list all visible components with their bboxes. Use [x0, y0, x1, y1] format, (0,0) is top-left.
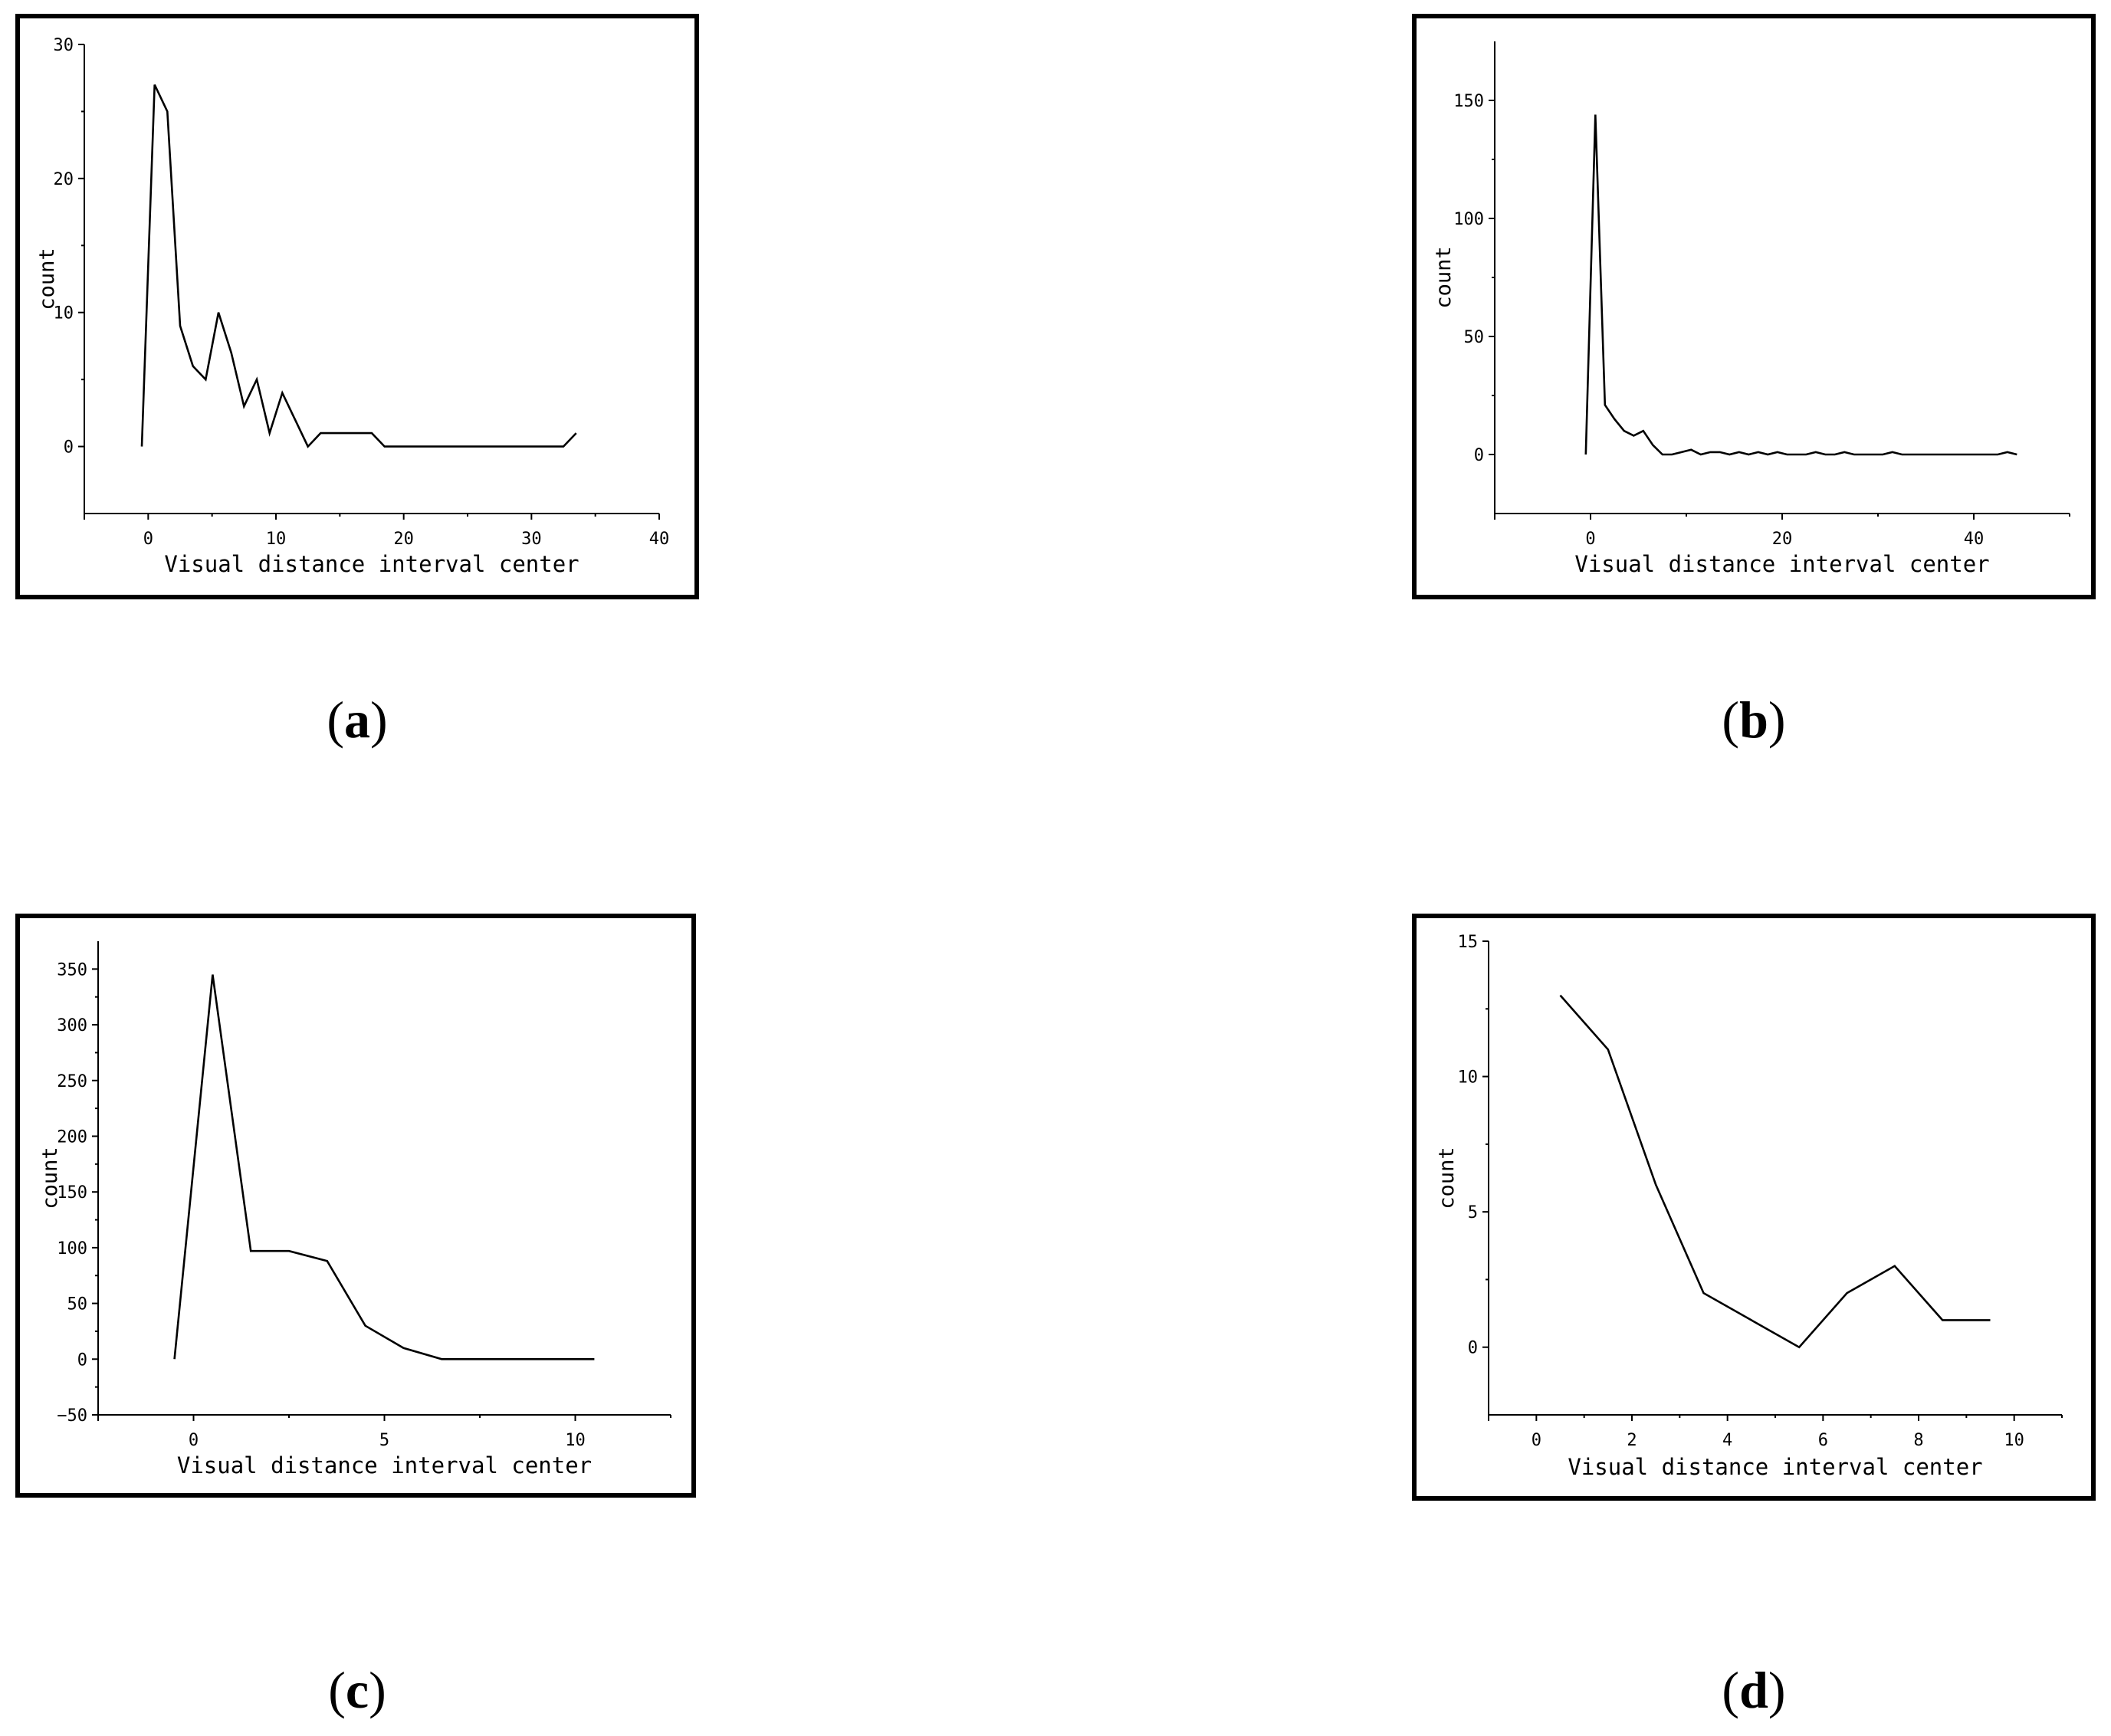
panel-frame	[15, 14, 699, 599]
y-tick-label: 200	[57, 1127, 87, 1147]
y-tick-label: 10	[54, 304, 74, 323]
x-tick-label: 30	[521, 530, 542, 549]
x-tick-label: 10	[266, 530, 287, 549]
y-tick-label: 20	[54, 170, 74, 189]
caption-d-letter: d	[1739, 1661, 1768, 1719]
x-axis-label: Visual distance interval center	[164, 551, 579, 577]
caption-b: (b)	[1722, 691, 1786, 749]
y-tick-label: 150	[57, 1183, 87, 1203]
series-line	[173, 974, 595, 1360]
caption-c: (c)	[328, 1661, 386, 1719]
chart-a: 0 10 20 30 0 10 20 30 40 Visual distance interval…	[15, 14, 699, 599]
y-tick-label: 30	[54, 36, 74, 55]
x-tick-label: 2	[1627, 1431, 1637, 1450]
y-tick-label: −50	[57, 1406, 87, 1426]
y-tick-label: 0	[77, 1350, 87, 1370]
y-axis-label: count	[38, 1147, 62, 1209]
series-line	[1559, 994, 1991, 1349]
x-tick-label: 40	[649, 530, 670, 549]
y-tick-label: 50	[67, 1295, 88, 1314]
y-axis-label: count	[1435, 1147, 1459, 1209]
y-tick-label: 0	[64, 438, 74, 458]
y-tick-label: 350	[57, 960, 87, 980]
y-tick-label: 150	[1453, 92, 1484, 111]
chart-b: 0 50 100 150 0 20 40 Visual distance interval c…	[1412, 14, 2096, 599]
y-tick-label: 250	[57, 1072, 87, 1091]
x-axis-label: Visual distance interval center	[177, 1452, 592, 1478]
y-tick-label: 300	[57, 1016, 87, 1035]
x-tick-label: 0	[143, 530, 153, 549]
y-tick-label: 15	[1458, 933, 1479, 952]
x-tick-label: 20	[393, 530, 414, 549]
x-tick-label: 6	[1818, 1431, 1828, 1450]
panel-frame	[1412, 914, 2096, 1501]
x-tick-label: 4	[1722, 1431, 1732, 1450]
x-tick-label: 10	[2004, 1431, 2024, 1450]
x-tick-label: 0	[189, 1431, 199, 1450]
y-tick-label: 50	[1464, 328, 1485, 347]
panel-c: −50 0 50 100 150 200 250 300 350 0 5 10 Visual dista…	[15, 914, 696, 1498]
x-tick-label: 0	[1532, 1431, 1541, 1450]
x-tick-label: 10	[565, 1431, 586, 1450]
panel-d: 0 5 10 15 0 2 4 6 8 10 Visual distance interval ce…	[1412, 914, 2096, 1501]
caption-b-letter: b	[1739, 691, 1768, 749]
caption-d: (d)	[1722, 1661, 1786, 1719]
panel-a: 0 10 20 30 0 10 20 30 40 Visual distance interval…	[15, 14, 699, 599]
panel-frame	[15, 914, 696, 1498]
x-tick-label: 40	[1964, 530, 1985, 549]
caption-c-letter: c	[345, 1661, 369, 1719]
y-tick-label: 10	[1458, 1068, 1479, 1088]
y-tick-label: 5	[1468, 1203, 1478, 1222]
x-axis-label: Visual distance interval center	[1574, 551, 1989, 577]
caption-a: (a)	[327, 691, 388, 749]
series-line	[140, 84, 577, 448]
panel-b: 0 50 100 150 0 20 40 Visual distance interval c…	[1412, 14, 2096, 599]
y-tick-label: 100	[1453, 210, 1484, 229]
series-line	[1584, 114, 2017, 456]
x-axis-label: Visual distance interval center	[1568, 1454, 1982, 1480]
y-tick-label: 0	[1468, 1339, 1478, 1358]
y-axis-label: count	[35, 248, 59, 310]
x-tick-label: 20	[1772, 530, 1793, 549]
y-tick-label: 0	[1474, 446, 1484, 465]
x-tick-label: 5	[379, 1431, 389, 1450]
caption-a-letter: a	[344, 691, 370, 749]
chart-c: −50 0 50 100 150 200 250 300 350 0 5 10 Visual dista…	[15, 914, 696, 1498]
x-tick-label: 8	[1913, 1431, 1923, 1450]
x-tick-label: 0	[1585, 530, 1595, 549]
y-axis-label: count	[1432, 246, 1456, 308]
y-tick-label: 100	[57, 1239, 87, 1259]
chart-d: 0 5 10 15 0 2 4 6 8 10 Visual distance interval ce…	[1412, 914, 2096, 1501]
panel-frame	[1412, 14, 2096, 599]
